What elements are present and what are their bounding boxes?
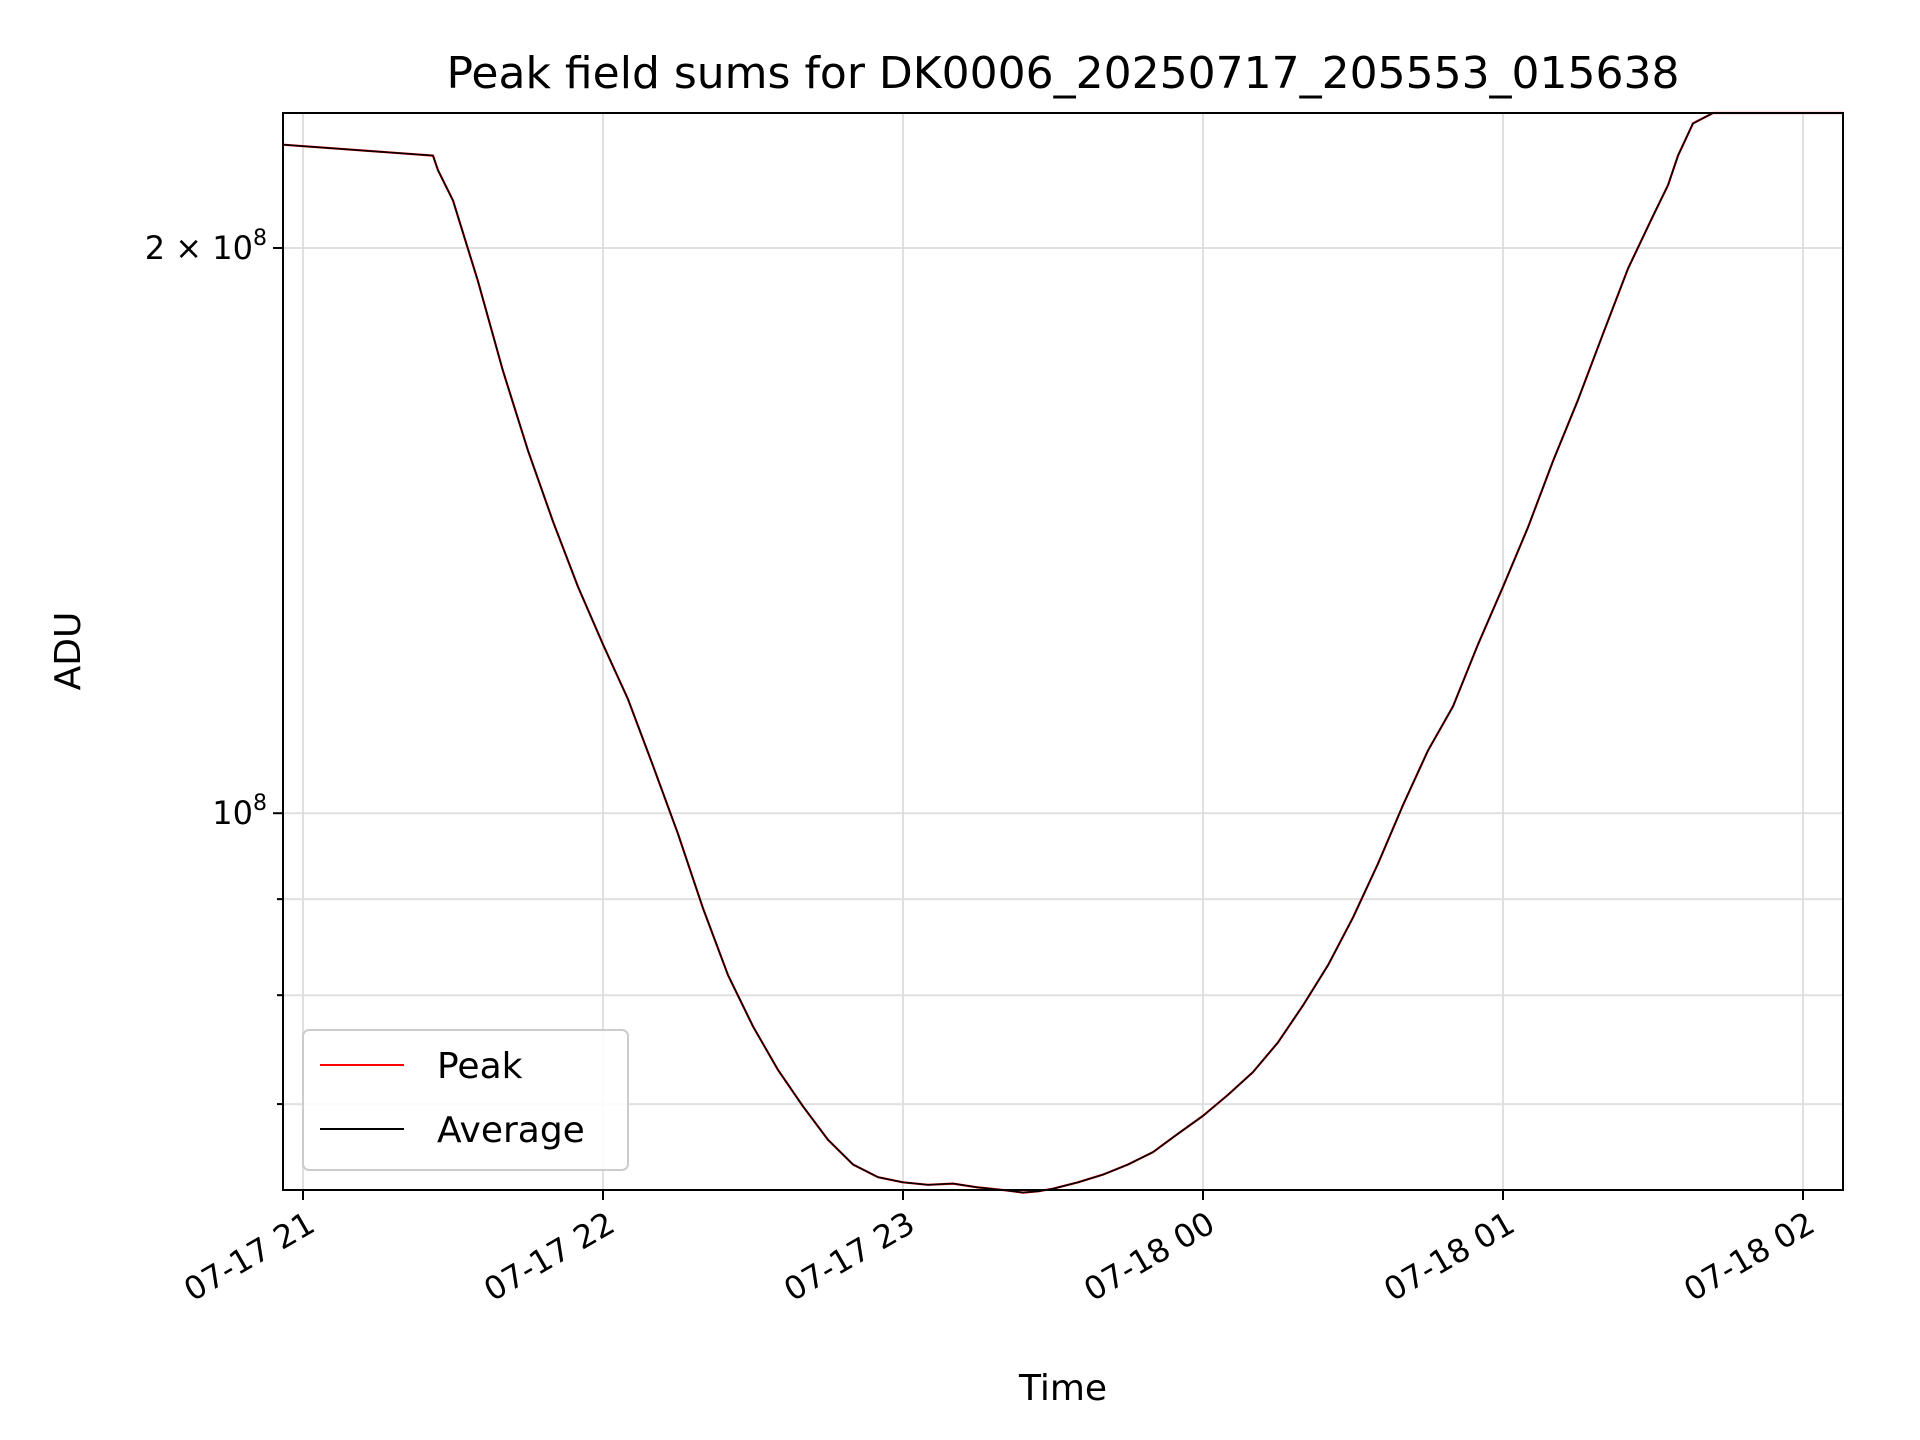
x-tick-label: 07-18 02: [1677, 1204, 1821, 1309]
y-tick-label: 108: [212, 791, 267, 832]
y-axis-ticks: 108 2 × 108: [145, 226, 283, 1106]
y-axis-label: ADU: [48, 612, 89, 691]
series-layer: [282, 111, 1843, 1194]
x-tick-label: 07-18 01: [1377, 1204, 1521, 1309]
x-axis-ticks: 07-17 21 07-17 22 07-17 23 07-18 00 07-18 01…: [177, 1190, 1821, 1309]
plot-frame: [282, 112, 1844, 1191]
x-tick-label: 07-18 00: [1077, 1204, 1221, 1309]
series-line-average: [282, 112, 1843, 1194]
legend-label-average: Average: [437, 1110, 585, 1151]
y-tick-label: 2 × 108: [145, 226, 267, 267]
chart-title: Peak field sums for DK0006_20250717_2055…: [446, 48, 1679, 99]
x-tick-label: 07-17 21: [177, 1204, 321, 1309]
legend: Peak Average: [302, 1029, 629, 1171]
x-axis-label: Time: [1018, 1368, 1107, 1409]
x-tick-label: 07-17 23: [777, 1204, 921, 1309]
legend-label-peak: Peak: [437, 1046, 523, 1087]
x-tick-label: 07-17 22: [477, 1204, 621, 1309]
grid: [283, 113, 1843, 1190]
